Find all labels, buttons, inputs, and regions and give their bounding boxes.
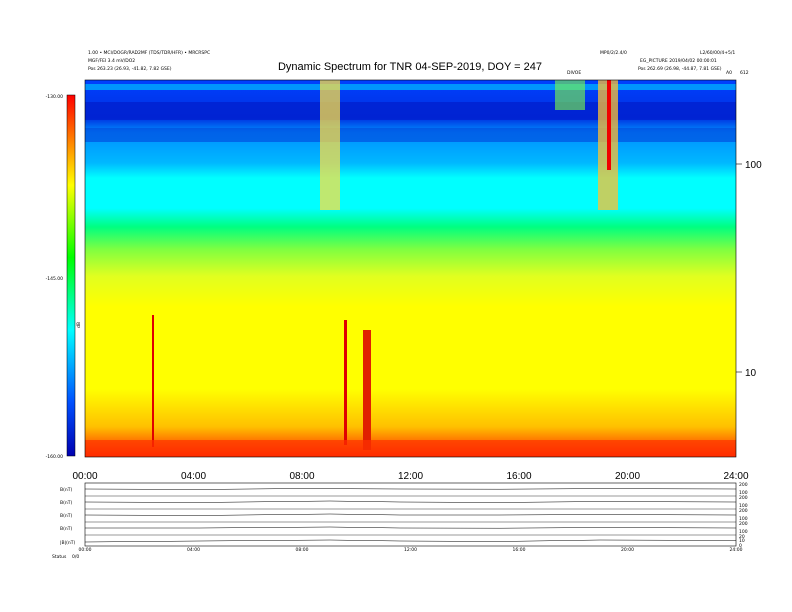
header-right-line3: Pos 262.69 (26.98, -44.87, 7.81 GSE): [638, 66, 722, 72]
bottom-band: [85, 440, 736, 457]
lower-time-tick: 04:00: [187, 547, 200, 553]
mag-trace: [85, 526, 737, 529]
chart-title: Dynamic Spectrum for TNR 04-SEP-2019, DO…: [278, 61, 542, 73]
mag-trace: [84, 488, 737, 490]
status-label: Status: [52, 554, 67, 560]
lower-right-tick: 200: [739, 495, 748, 501]
lower-panel-label: B(nT): [60, 487, 72, 493]
colorbar-tick-top: -130.00: [46, 94, 64, 100]
time-tick-label: 12:00: [398, 471, 423, 482]
lower-time-tick: 08:00: [296, 547, 309, 553]
lower-panel-label: B(nT): [60, 500, 72, 506]
lower-panel-frame: [84, 482, 737, 547]
lower-time-tick: 00:00: [79, 547, 92, 553]
mag-trace: [84, 500, 737, 503]
colorbar-tick-mid: -145.00: [46, 276, 64, 282]
lower-panel-label: B(nT): [60, 526, 72, 532]
lower-right-tick: 100: [739, 503, 748, 509]
lower-time-tick: 24:00: [730, 547, 743, 553]
lower-time-tick: 12:00: [404, 547, 417, 553]
lower-right-tick: 200: [739, 521, 748, 527]
lower-right-tick: 10: [739, 538, 745, 544]
time-tick-label: 04:00: [181, 471, 206, 482]
freq-tick-label-100: 100: [745, 160, 762, 171]
time-tick-label: 08:00: [289, 471, 314, 482]
lower-time-tick: 20:00: [621, 547, 634, 553]
lower-time-tick: 16:00: [513, 547, 526, 553]
spectrogram-background: [85, 80, 736, 457]
header-left-line3: Pos 263.23 (26.93, -41.82, 7.82 GSE): [88, 66, 172, 72]
top-burst: [320, 80, 340, 210]
header-left-line1: 1.00 • MCI/DOGR/RAD2MF (TDS/TDR/HFR) • M…: [88, 50, 210, 56]
lower-right-tick: 0: [739, 543, 742, 549]
blue-band: [85, 102, 736, 120]
header-mark-a: DIVOE: [567, 70, 581, 76]
red-burst: [607, 80, 611, 170]
time-tick-label: 00:00: [72, 471, 97, 482]
header-right-corner: L2/60/00/4+5/1: [700, 50, 735, 56]
mag-trace: [84, 539, 737, 543]
freq-tick-label-10: 10: [745, 368, 757, 379]
header-right-line2: EG_PICTURE 2019/04/02 00:00:01: [640, 58, 717, 64]
lower-right-tick: 100: [739, 516, 748, 522]
lower-panel-label: B(nT): [60, 513, 72, 519]
lower-right-tick: 20: [739, 534, 745, 540]
cyan-band: [85, 84, 736, 90]
top-burst: [555, 80, 585, 110]
header-mark-b: A0: [726, 70, 732, 76]
mag-trace: [84, 513, 737, 516]
lower-panel-label: |B|(nT): [60, 540, 75, 546]
time-axis: 00:00 04:00 08:00 12:00 16:00 20:00 24:0…: [72, 471, 748, 482]
colorbar-label: dB: [76, 322, 82, 328]
time-tick-label: 20:00: [615, 471, 640, 482]
lower-right-tick: 200: [739, 508, 748, 514]
spectrogram: [84, 79, 737, 458]
colorbar: [66, 94, 76, 457]
lower-panels: B(nT) B(nT) B(nT) B(nT) |B|(nT) 200 100 …: [52, 482, 748, 560]
spectrogram-frame: [84, 79, 737, 458]
red-burst: [152, 315, 154, 447]
lower-right-tick: 100: [739, 529, 748, 535]
header-mark-c: 612: [740, 70, 749, 76]
time-tick-label: 16:00: [506, 471, 531, 482]
red-burst: [363, 330, 371, 450]
time-tick-label: 24:00: [723, 471, 748, 482]
header-left-line2: MGF/FEI 3.4 mV/DO2: [88, 58, 135, 64]
lower-right-tick: 100: [739, 490, 748, 496]
red-burst: [344, 320, 347, 445]
header-right-line1: MP0/2/2.4/0: [600, 50, 627, 56]
colorbar-tick-bottom: -160.00: [46, 454, 64, 460]
blue-band: [85, 128, 736, 142]
status-value: 0/0: [72, 554, 79, 560]
lower-right-tick: 200: [739, 482, 748, 488]
